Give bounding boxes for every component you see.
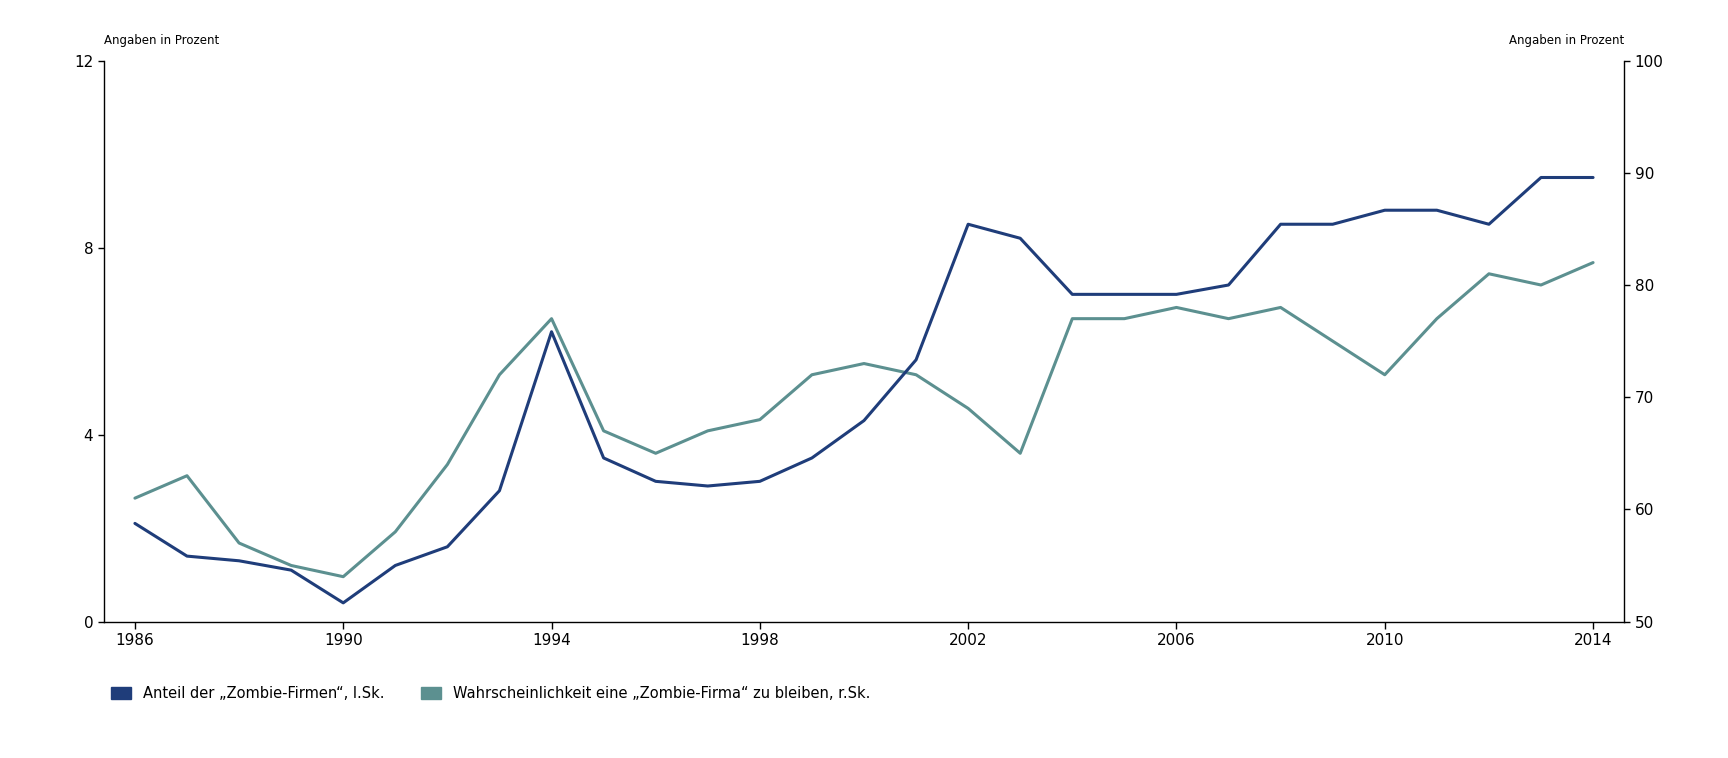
Legend: Anteil der „Zombie-Firmen“, l.Sk., Wahrscheinlichkeit eine „Zombie-Firma“ zu ble: Anteil der „Zombie-Firmen“, l.Sk., Wahrs… bbox=[111, 686, 871, 701]
Text: Angaben in Prozent: Angaben in Prozent bbox=[104, 33, 219, 47]
Text: Angaben in Prozent: Angaben in Prozent bbox=[1509, 33, 1624, 47]
